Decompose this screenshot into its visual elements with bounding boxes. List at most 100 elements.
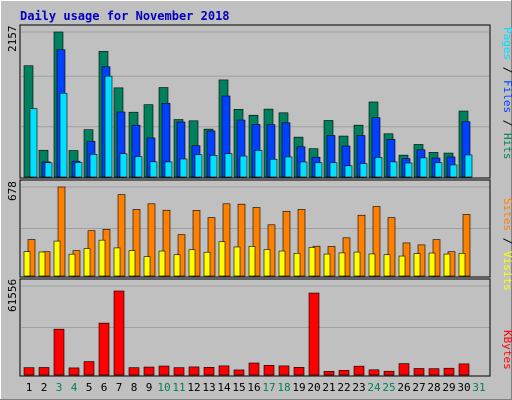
top-ymax-label: 2157 — [6, 26, 19, 53]
bar-kbytes-day-22 — [338, 370, 350, 376]
bar-kbytes-day-19 — [293, 367, 305, 376]
x-axis-day-labels: 1 2 3 4 5 6 7 8 9 10 11 12 13 14 15 16 17 18 19 20 21 22 23 24 2… — [26, 381, 486, 394]
bar-pages-day-22 — [344, 165, 353, 178]
bar-pages-day-24 — [374, 157, 383, 178]
bar-pages-day-30 — [464, 154, 473, 178]
bar-pages-day-15 — [239, 155, 248, 178]
bar-visits-day-24 — [368, 253, 376, 277]
bar-visits-day-22 — [338, 252, 346, 277]
bar-visits-day-18 — [278, 250, 286, 277]
bars — [23, 31, 473, 376]
x-label-day-5: 5 — [86, 381, 93, 394]
x-label-day-20: 20 — [307, 381, 320, 394]
bar-pages-day-29 — [449, 164, 458, 178]
bar-pages-day-1 — [29, 108, 38, 178]
bar-kbytes-day-25 — [383, 370, 395, 376]
bar-kbytes-day-2 — [38, 367, 50, 376]
x-label-day-17: 17 — [262, 381, 275, 394]
bar-pages-day-2 — [44, 162, 53, 178]
bar-pages-day-12 — [194, 154, 203, 178]
bar-kbytes-day-16 — [248, 362, 260, 376]
bar-kbytes-day-13 — [203, 367, 215, 376]
bar-visits-day-9 — [143, 256, 151, 277]
x-label-day-22: 22 — [337, 381, 350, 394]
bar-visits-day-19 — [293, 252, 301, 277]
bar-pages-day-17 — [269, 158, 278, 178]
x-label-day-13: 13 — [202, 381, 215, 394]
x-label-day-27: 27 — [412, 381, 425, 394]
bar-kbytes-day-9 — [143, 366, 155, 376]
bar-visits-day-13 — [203, 251, 211, 277]
bar-sites-day-18 — [282, 210, 291, 277]
bar-visits-day-16 — [248, 246, 256, 277]
bar-kbytes-day-30 — [458, 363, 470, 376]
bar-sites-day-25 — [387, 217, 396, 277]
bar-pages-day-28 — [434, 162, 443, 178]
x-label-day-26: 26 — [397, 381, 410, 394]
x-label-day-4: 4 — [71, 381, 78, 394]
bar-pages-day-23 — [359, 163, 368, 178]
x-label-day-7: 7 — [116, 381, 123, 394]
x-label-day-1: 1 — [26, 381, 33, 394]
bar-visits-day-25 — [383, 254, 391, 277]
bar-kbytes-day-27 — [413, 368, 425, 376]
x-label-day-2: 2 — [41, 381, 48, 394]
x-label-day-16: 16 — [247, 381, 260, 394]
bar-pages-day-8 — [134, 156, 143, 178]
bar-kbytes-day-3 — [53, 328, 65, 376]
bar-visits-day-20 — [308, 247, 316, 277]
bar-pages-day-10 — [164, 161, 173, 178]
bar-kbytes-day-12 — [188, 366, 200, 376]
bar-kbytes-day-15 — [233, 369, 245, 376]
bar-pages-day-9 — [149, 161, 158, 178]
bar-visits-day-15 — [233, 246, 241, 277]
legend-part-0: KBytes — [501, 330, 512, 370]
bar-pages-day-26 — [404, 162, 413, 178]
bar-pages-day-20 — [314, 162, 323, 178]
legend-sites-visits: Sites / Visits — [501, 198, 512, 291]
bar-sites-day-3 — [57, 186, 66, 277]
x-label-day-29: 29 — [442, 381, 455, 394]
bar-visits-day-4 — [68, 253, 76, 277]
middle-ymax-label: 678 — [6, 181, 19, 201]
bar-sites-day-12 — [192, 210, 201, 277]
bar-kbytes-day-10 — [158, 365, 170, 376]
bar-kbytes-day-17 — [263, 365, 275, 376]
bar-sites-day-23 — [357, 214, 366, 277]
bar-sites-day-14 — [222, 203, 231, 277]
bar-sites-day-9 — [147, 203, 156, 277]
x-label-day-6: 6 — [101, 381, 108, 394]
bar-visits-day-30 — [458, 252, 466, 277]
bar-kbytes-day-28 — [428, 368, 440, 376]
bar-kbytes-day-29 — [443, 367, 455, 376]
bar-pages-day-13 — [209, 155, 218, 178]
bar-sites-day-16 — [252, 207, 261, 277]
x-label-day-14: 14 — [217, 381, 231, 394]
bar-visits-day-8 — [128, 250, 136, 277]
bottom-ymax-label: 61556 — [6, 279, 19, 312]
x-label-day-12: 12 — [187, 381, 200, 394]
bar-pages-day-18 — [284, 156, 293, 178]
bar-sites-day-7 — [117, 194, 126, 277]
bar-visits-day-28 — [428, 252, 436, 277]
bar-kbytes-day-18 — [278, 365, 290, 376]
bar-kbytes-day-4 — [68, 367, 80, 376]
bar-kbytes-day-6 — [98, 322, 110, 376]
bar-pages-day-5 — [89, 154, 98, 178]
bar-pages-day-14 — [224, 153, 233, 178]
legend-part-3: / — [501, 113, 512, 133]
legend-part-1: / — [501, 60, 512, 80]
bar-pages-day-21 — [329, 162, 338, 178]
x-label-day-3: 3 — [56, 381, 63, 394]
chart-title: Daily usage for November 2018 — [20, 9, 230, 23]
x-label-day-23: 23 — [352, 381, 365, 394]
x-label-day-8: 8 — [131, 381, 138, 394]
bar-kbytes-day-20 — [308, 292, 320, 376]
x-label-day-10: 10 — [157, 381, 170, 394]
bar-kbytes-day-14 — [218, 365, 230, 376]
gridlines — [21, 31, 489, 328]
bar-kbytes-day-8 — [128, 367, 140, 376]
x-label-day-24: 24 — [367, 381, 381, 394]
legend-part-1: / — [501, 231, 512, 251]
